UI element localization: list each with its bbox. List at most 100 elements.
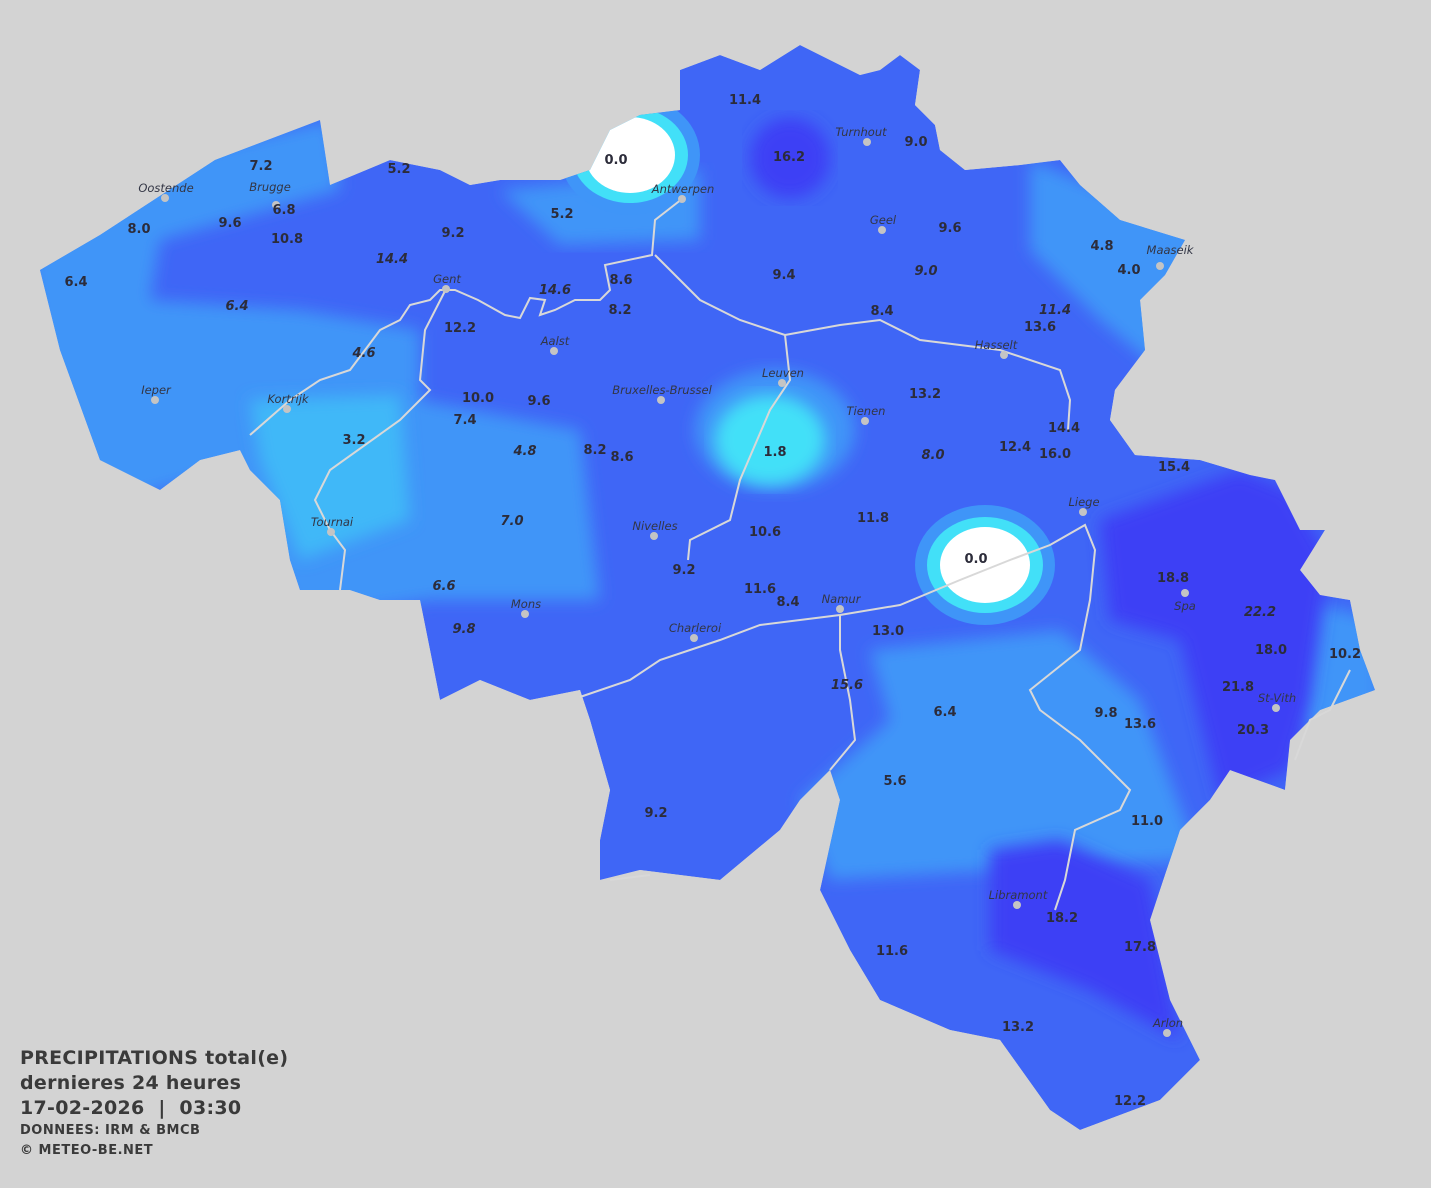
city-label: Oostende [138,181,193,195]
precipitation-value: 9.6 [938,221,961,236]
precipitation-value: 6.4 [64,275,87,290]
precipitation-value: 4.8 [1090,239,1113,254]
legend-source: DONNEES: IRM & BMCB [20,1123,201,1138]
city-dot [1163,1029,1171,1037]
city-label: St-Vith [1258,691,1296,705]
city-dot [1079,508,1087,516]
city-dot [678,195,686,203]
precipitation-value: 8.6 [610,450,633,465]
zone-cyan-leuven [715,395,825,485]
precipitation-value: 11.6 [744,582,776,597]
city-dot [1272,704,1280,712]
precipitation-value: 8.0 [921,448,944,463]
zone-dark-turnhout [750,118,830,198]
precipitation-value: 11.4 [729,93,761,108]
precipitation-value: 15.6 [831,678,863,693]
precipitation-value: 4.8 [512,444,536,459]
legend-copyright: © METEO-BE.NET [20,1143,154,1158]
map-legend: PRECIPITATIONS total(e) dernieres 24 heu… [20,1046,288,1161]
river [654,254,792,561]
precipitation-value: 13.6 [1024,320,1056,335]
city-dot [878,226,886,234]
precipitation-value: 6.6 [432,579,455,594]
precipitation-value: 22.2 [1244,605,1276,620]
precipitation-value: 5.2 [550,207,573,222]
precipitation-value: 6.8 [272,203,295,218]
precipitation-value: 14.4 [1048,421,1080,436]
precipitation-value: 7.4 [453,413,476,428]
precipitation-value: 20.3 [1237,723,1269,738]
rivers [249,198,1351,911]
city-label: Antwerpen [651,182,715,196]
precipitation-value: 1.8 [763,445,786,460]
precipitation-value: 9.2 [441,226,464,241]
city-dot [690,634,698,642]
city-dot [1181,589,1189,597]
precipitation-value: 9.6 [218,216,241,231]
city-dot [442,285,450,293]
precipitation-value: 9.8 [452,622,475,637]
city-dot [283,405,291,413]
precipitation-value: 9.2 [672,563,695,578]
city-label: Gent [433,272,461,286]
city-dot [550,347,558,355]
city-markers: Oostende Brugge Antwerpen Turnhout Geel Maase… [138,125,1296,1037]
precipitation-value: 13.0 [872,624,904,639]
city-label: Hasselt [975,338,1018,352]
precipitation-value: 6.4 [225,299,248,314]
precipitation-value: 12.2 [444,321,476,336]
river [1294,669,1351,761]
city-dot [521,610,529,618]
river [579,523,1132,911]
city-dot [1000,351,1008,359]
city-label: Aalst [540,334,570,348]
precipitation-value: 10.6 [749,525,781,540]
precipitation-value: 4.0 [1117,263,1140,278]
city-label: Brugge [249,180,291,194]
zone-zero [940,527,1030,603]
river [784,318,1072,431]
precipitation-value: 0.0 [604,153,627,168]
precipitation-value: 10.8 [271,232,303,247]
city-dot [272,201,280,209]
city-dot [151,396,159,404]
precipitation-value: 10.0 [462,391,494,406]
city-label: Kortrijk [267,392,310,406]
precipitation-value: 9.6 [527,394,550,409]
precipitation-value: 4.6 [351,346,375,361]
precipitation-value: 14.6 [539,283,571,298]
city-label: Nivelles [632,519,677,533]
precipitation-value: 13.2 [1002,1020,1034,1035]
precipitation-value: 11.0 [1131,814,1163,829]
precipitation-value: 21.8 [1222,680,1254,695]
city-label: Namur [822,592,862,606]
city-dot [863,138,871,146]
city-label: Mons [511,597,541,611]
precipitation-value: 3.2 [342,433,365,448]
city-label: Bruxelles-Brussel [612,383,712,397]
city-dot [327,528,335,536]
precipitation-value: 5.2 [387,162,410,177]
precipitation-value: 12.4 [999,440,1031,455]
precipitation-value: 6.4 [933,705,956,720]
precipitation-value: 18.8 [1157,571,1189,586]
precipitation-zones [40,45,1375,1130]
river [609,874,651,881]
legend-title: PRECIPITATIONS total(e) [20,1047,289,1069]
city-label: Tournai [311,515,354,529]
precipitation-value: 8.0 [127,222,150,237]
city-label: Charleroi [669,621,722,635]
city-dot [836,605,844,613]
precipitation-value: 9.8 [1094,706,1117,721]
precipitation-value: 13.6 [1124,717,1156,732]
precipitation-value: 8.2 [608,303,631,318]
precipitation-value: 7.0 [500,514,523,529]
precipitation-value: 0.0 [964,552,987,567]
precipitation-value: 9.2 [644,806,667,821]
precipitation-value: 18.0 [1255,643,1287,658]
precipitation-value: 9.4 [772,268,795,283]
precipitation-value: 17.8 [1124,940,1156,955]
city-dot [778,379,786,387]
